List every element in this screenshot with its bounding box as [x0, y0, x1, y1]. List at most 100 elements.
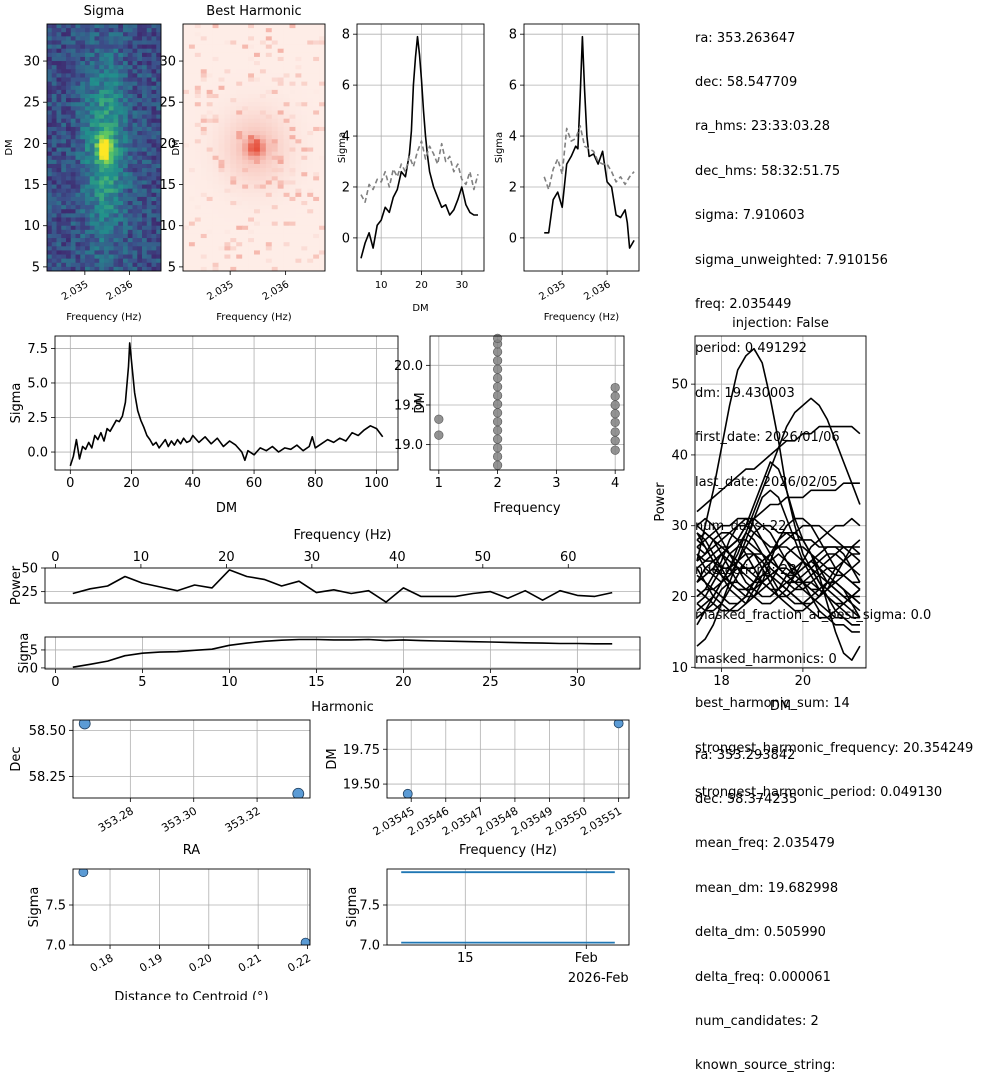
heatmap-cell — [259, 196, 267, 202]
heatmap-cell — [127, 233, 134, 239]
heatmap-cell — [271, 110, 279, 116]
heatmap-cell — [307, 40, 314, 46]
y-tick-label: 0 — [342, 231, 350, 246]
heatmap-cell — [123, 217, 129, 223]
heatmap-cell — [289, 40, 297, 46]
x-tick-label: 5 — [138, 675, 146, 690]
heatmap-cell — [313, 65, 320, 70]
heatmap-cell — [218, 61, 226, 66]
heatmap-cell — [259, 73, 267, 79]
heatmap-cell — [295, 209, 302, 214]
heatmap-cell — [307, 147, 314, 153]
heatmap-cell — [200, 28, 208, 33]
heatmap-cell — [307, 126, 314, 132]
heatmap-cell — [89, 93, 96, 99]
heatmap-cell — [254, 114, 261, 120]
heatmap-cell — [108, 180, 115, 186]
heatmap-cell — [230, 139, 237, 144]
heatmap-cell — [283, 98, 291, 103]
heatmap-cell — [146, 48, 153, 54]
heatmap-cell — [194, 254, 202, 260]
heatmap-cell — [66, 184, 72, 190]
heatmap-cell — [127, 40, 134, 46]
heatmap-cell — [132, 69, 138, 74]
heatmap-cell — [212, 250, 220, 256]
heatmap-cell — [85, 233, 91, 239]
heatmap-cell — [230, 258, 237, 264]
heatmap-cell — [94, 106, 100, 112]
heatmap-cell — [61, 56, 67, 62]
heatmap-cell — [295, 126, 302, 132]
axes-frame — [386, 868, 630, 946]
heatmap-cell — [75, 233, 81, 239]
heatmap-cell — [265, 229, 273, 235]
dm-vs-freq-candidates-panel: 2.035452.035462.035472.035482.035492.035… — [325, 719, 630, 858]
heatmap-cell — [137, 52, 143, 58]
heatmap-cell — [94, 217, 100, 223]
heatmap-cell — [146, 81, 153, 87]
heatmap-cell — [183, 168, 190, 173]
heatmap-cell — [80, 238, 86, 243]
heatmap-cell — [108, 163, 115, 169]
heatmap-cell — [307, 188, 314, 194]
heatmap-cell — [108, 106, 115, 112]
heatmap-cell — [118, 61, 124, 66]
heatmap-cell — [104, 32, 110, 37]
heatmap-cell — [188, 196, 196, 202]
heatmap-cell — [259, 110, 267, 116]
heatmap-cell — [259, 85, 267, 91]
heatmap-cell — [104, 155, 110, 161]
heatmap-cell — [230, 225, 237, 231]
heatmap-cell — [66, 250, 72, 256]
heatmap-cell — [248, 151, 255, 157]
heatmap-cell — [206, 89, 214, 95]
heatmap-cell — [85, 28, 91, 33]
heatmap-cell — [301, 250, 308, 256]
heatmap-cell — [200, 176, 208, 182]
heatmap-cell — [99, 147, 105, 153]
heatmap-cell — [301, 114, 308, 120]
heatmap-cell — [271, 102, 279, 107]
heatmap-cell — [301, 229, 308, 235]
heatmap-cell — [80, 114, 86, 120]
heatmap-cell — [289, 172, 297, 177]
heatmap-cell — [254, 118, 261, 124]
heatmap-cell — [200, 110, 208, 116]
heatmap-cell — [113, 110, 119, 116]
heatmap-cell — [66, 102, 72, 107]
heatmap-cell — [206, 126, 214, 132]
heatmap-cell — [137, 69, 143, 74]
heatmap-cell — [123, 172, 129, 177]
heatmap-cell — [224, 61, 231, 66]
scatter-point — [610, 417, 620, 428]
heatmap-cell — [183, 48, 190, 54]
heatmap-cell — [277, 201, 285, 206]
scatter-point — [402, 788, 413, 798]
heatmap-cell — [108, 44, 115, 50]
heatmap-cell — [89, 209, 96, 214]
heatmap-cell — [66, 229, 72, 235]
heatmap-cell — [307, 205, 314, 210]
heatmap-cell — [224, 139, 231, 144]
x-tick-label: 20 — [123, 476, 140, 491]
heatmap-cell — [301, 221, 308, 227]
heatmap-cell — [200, 69, 208, 74]
heatmap-cell — [271, 98, 279, 103]
heatmap-cell — [277, 258, 285, 264]
heatmap-cell — [94, 65, 100, 70]
heatmap-cell — [319, 246, 325, 252]
heatmap-cell — [265, 233, 273, 239]
heatmap-cell — [307, 102, 314, 107]
heatmap-cell — [230, 85, 237, 91]
heatmap-cell — [137, 188, 143, 194]
heatmap-cell — [123, 122, 129, 128]
scatter-point — [493, 364, 503, 374]
heatmap-cell — [137, 172, 143, 177]
heatmap-cell — [206, 98, 214, 103]
heatmap-cell — [230, 81, 237, 87]
heatmap-cell — [200, 201, 208, 206]
heatmap-cell — [146, 24, 153, 29]
heatmap-cell — [242, 229, 249, 235]
heatmap-cell — [127, 135, 134, 140]
heatmap-cell — [108, 102, 115, 107]
